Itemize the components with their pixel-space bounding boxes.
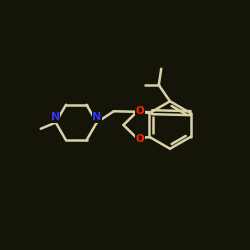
Text: O: O	[135, 134, 144, 144]
Text: N: N	[92, 112, 102, 122]
Text: O: O	[135, 106, 144, 116]
Text: N: N	[50, 112, 60, 122]
